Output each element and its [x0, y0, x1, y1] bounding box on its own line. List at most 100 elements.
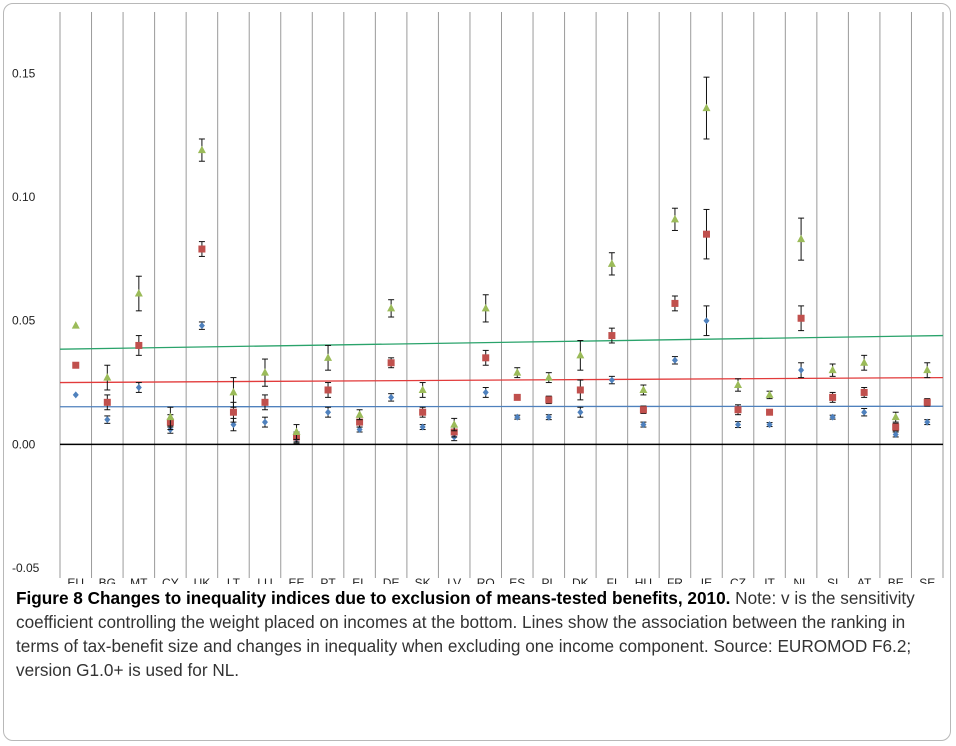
data-point-square	[923, 398, 931, 406]
x-tick-label: FR	[667, 576, 683, 584]
data-point-triangle	[71, 321, 80, 329]
trendline	[59, 376, 944, 384]
data-point-square	[860, 388, 868, 396]
x-tick-label: FI	[607, 576, 618, 584]
y-tick-label: -0.05	[12, 561, 40, 575]
y-tick-label: 0.00	[12, 437, 36, 451]
figure-frame: -0.05 0.00 0.05 0.10 0.15 EU BG MT CY UK LT LU EE PT E…	[3, 3, 951, 741]
x-tick-label: HU	[635, 576, 652, 584]
data-point-triangle	[576, 350, 585, 359]
y-tick-label: 0.10	[12, 190, 36, 204]
data-point-triangle	[197, 145, 206, 154]
data-point-diamond	[640, 421, 647, 429]
data-point-square	[576, 386, 584, 394]
data-point-triangle	[891, 412, 900, 421]
x-tick-label: UK	[194, 576, 211, 584]
data-point-triangle	[103, 373, 112, 381]
data-point-diamond	[198, 322, 205, 330]
x-tick-label: EE	[289, 576, 305, 584]
data-point-square	[450, 428, 458, 436]
data-point-square	[419, 408, 427, 416]
x-tick-label: NL	[793, 576, 809, 584]
y-tick-label: 0.05	[12, 314, 36, 328]
x-tick-label: PL	[541, 576, 556, 584]
x-tick-label: CY	[162, 576, 179, 584]
data-point-triangle	[324, 353, 333, 361]
data-point-square	[324, 386, 332, 394]
data-point-square	[766, 408, 774, 416]
x-tick-label: DK	[572, 576, 589, 584]
x-tick-label: SK	[415, 576, 431, 584]
data-point-square	[229, 408, 237, 416]
data-point-diamond	[325, 408, 332, 416]
x-tick-label: IT	[764, 576, 775, 584]
data-point-diamond	[671, 356, 678, 364]
data-point-square	[671, 299, 679, 307]
data-point-square	[387, 359, 395, 367]
x-tick-label: IE	[701, 576, 712, 584]
data-point-square	[545, 396, 553, 404]
chart: -0.05 0.00 0.05 0.10 0.15 EU BG MT CY UK LT LU EE PT E…	[12, 12, 944, 584]
data-point-square	[734, 406, 742, 414]
x-tick-label: MT	[130, 576, 148, 584]
data-point-diamond	[261, 418, 268, 426]
data-point-diamond	[703, 317, 710, 325]
data-point-triangle	[702, 103, 711, 112]
x-tick-label: LT	[227, 576, 241, 584]
x-tick-label: LV	[447, 576, 461, 584]
data-point-triangle	[734, 380, 743, 389]
data-point-diamond	[419, 423, 426, 431]
data-point-triangle	[418, 385, 427, 393]
data-point-triangle	[229, 387, 238, 396]
x-tick-label: EU	[67, 576, 84, 584]
x-tick-label: CZ	[730, 576, 746, 584]
data-point-triangle	[670, 214, 679, 223]
data-point-square	[103, 398, 111, 406]
data-point-diamond	[230, 421, 237, 429]
data-point-square	[639, 406, 647, 414]
data-point-diamond	[135, 383, 142, 391]
data-point-triangle	[292, 427, 301, 435]
data-point-diamond	[798, 366, 805, 374]
data-point-diamond	[545, 413, 552, 421]
x-tick-label: AT	[857, 576, 872, 584]
data-point-diamond	[608, 376, 615, 384]
data-point-triangle	[860, 358, 869, 366]
data-point-square	[198, 245, 206, 253]
data-point-diamond	[861, 408, 868, 416]
data-point-triangle	[828, 365, 837, 374]
x-tick-label: DE	[383, 576, 400, 584]
data-point-diamond	[356, 426, 363, 434]
data-point-diamond	[766, 421, 773, 429]
data-point-diamond	[104, 416, 111, 424]
data-point-triangle	[797, 234, 806, 243]
data-point-triangle	[134, 289, 143, 297]
data-point-diamond	[514, 413, 521, 421]
data-point-triangle	[765, 390, 774, 398]
caption-body: Note: v is the sensitivity coefficient c…	[16, 588, 915, 680]
data-point-triangle	[450, 420, 459, 428]
y-tick-label: 0.15	[12, 66, 36, 80]
data-point-diamond	[829, 413, 836, 421]
data-point-diamond	[72, 391, 79, 399]
data-point-square	[797, 314, 805, 322]
figure-caption: Figure 8 Changes to inequality indices d…	[16, 586, 946, 682]
x-tick-label: BE	[888, 576, 904, 584]
data-point-square	[261, 398, 269, 406]
data-point-diamond	[892, 430, 899, 438]
data-point-square	[608, 332, 616, 340]
data-point-triangle	[481, 303, 490, 312]
x-tick-label: RO	[477, 576, 495, 584]
data-point-diamond	[735, 421, 742, 429]
data-point-diamond	[577, 408, 584, 416]
x-tick-label: BG	[99, 576, 116, 584]
x-tick-label: ES	[509, 576, 525, 584]
x-tick-label: SE	[919, 576, 935, 584]
x-tick-label: EL	[352, 576, 367, 584]
data-point-triangle	[387, 303, 396, 312]
data-point-square	[702, 230, 710, 238]
data-point-square	[829, 393, 837, 401]
data-point-triangle	[607, 259, 616, 267]
data-point-square	[135, 341, 143, 349]
data-point-square	[513, 393, 521, 401]
